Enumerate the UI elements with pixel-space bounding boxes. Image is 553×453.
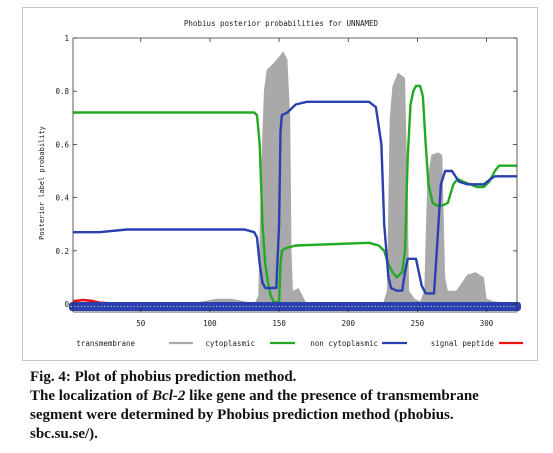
cytoplasmic-line <box>73 84 517 304</box>
legend-item: cytoplasmic <box>205 339 295 348</box>
y-tick-label: 0.6 <box>55 140 69 149</box>
legend: transmembrane cytoplasmic non cytoplasmic s… <box>76 339 523 348</box>
figure-caption: Fig. 4: Plot of phobius prediction metho… <box>30 368 545 444</box>
caption-line-2: The localization of Bcl-2 like gene and … <box>30 387 545 406</box>
caption-title: Fig. 4: Plot of phobius prediction metho… <box>30 369 297 385</box>
phobius-chart: Phobius posterior probabilities for UNNA… <box>38 19 523 348</box>
x-tick-label: 150 <box>272 319 286 328</box>
chart-title: Phobius posterior probabilities for UNNA… <box>184 19 379 28</box>
x-tick-label: 200 <box>341 319 355 328</box>
caption-text: like gene and the presence of transmembr… <box>185 388 479 404</box>
y-axis-label: Posterior label probability <box>38 126 46 240</box>
y-tick-label: 1 <box>64 34 69 43</box>
x-tick-label: 100 <box>203 319 217 328</box>
x-tick-label: 300 <box>480 319 494 328</box>
x-tick-label: 50 <box>136 319 146 328</box>
gene-name: Bcl-2 <box>152 388 186 404</box>
y-tick-label: 0.4 <box>55 194 69 203</box>
transmembrane-area <box>73 51 517 304</box>
y-tick-label: 0.8 <box>55 87 69 96</box>
legend-item: signal peptide <box>431 339 523 348</box>
caption-line-4: sbc.su.se/). <box>30 426 98 442</box>
legend-item: non cytoplasmic <box>310 339 407 348</box>
y-tick-label: 0 <box>64 300 69 309</box>
legend-label: non cytoplasmic <box>310 339 378 348</box>
sequence-bar-body <box>69 302 521 311</box>
legend-label: cytoplasmic <box>205 339 255 348</box>
y-tick-label: 0.2 <box>55 247 69 256</box>
sequence-bar <box>69 302 521 311</box>
plot-area <box>69 51 521 311</box>
legend-label: transmembrane <box>76 339 135 348</box>
legend-item: transmembrane <box>76 339 193 348</box>
non-cytoplasmic-line <box>73 100 517 295</box>
legend-label: signal peptide <box>431 339 495 348</box>
caption-line-3: segment were determined by Phobius predi… <box>30 407 454 423</box>
caption-text: The localization of <box>30 388 153 404</box>
figure-frame: Phobius posterior probabilities for UNNA… <box>22 7 538 361</box>
x-tick-label: 250 <box>411 319 425 328</box>
